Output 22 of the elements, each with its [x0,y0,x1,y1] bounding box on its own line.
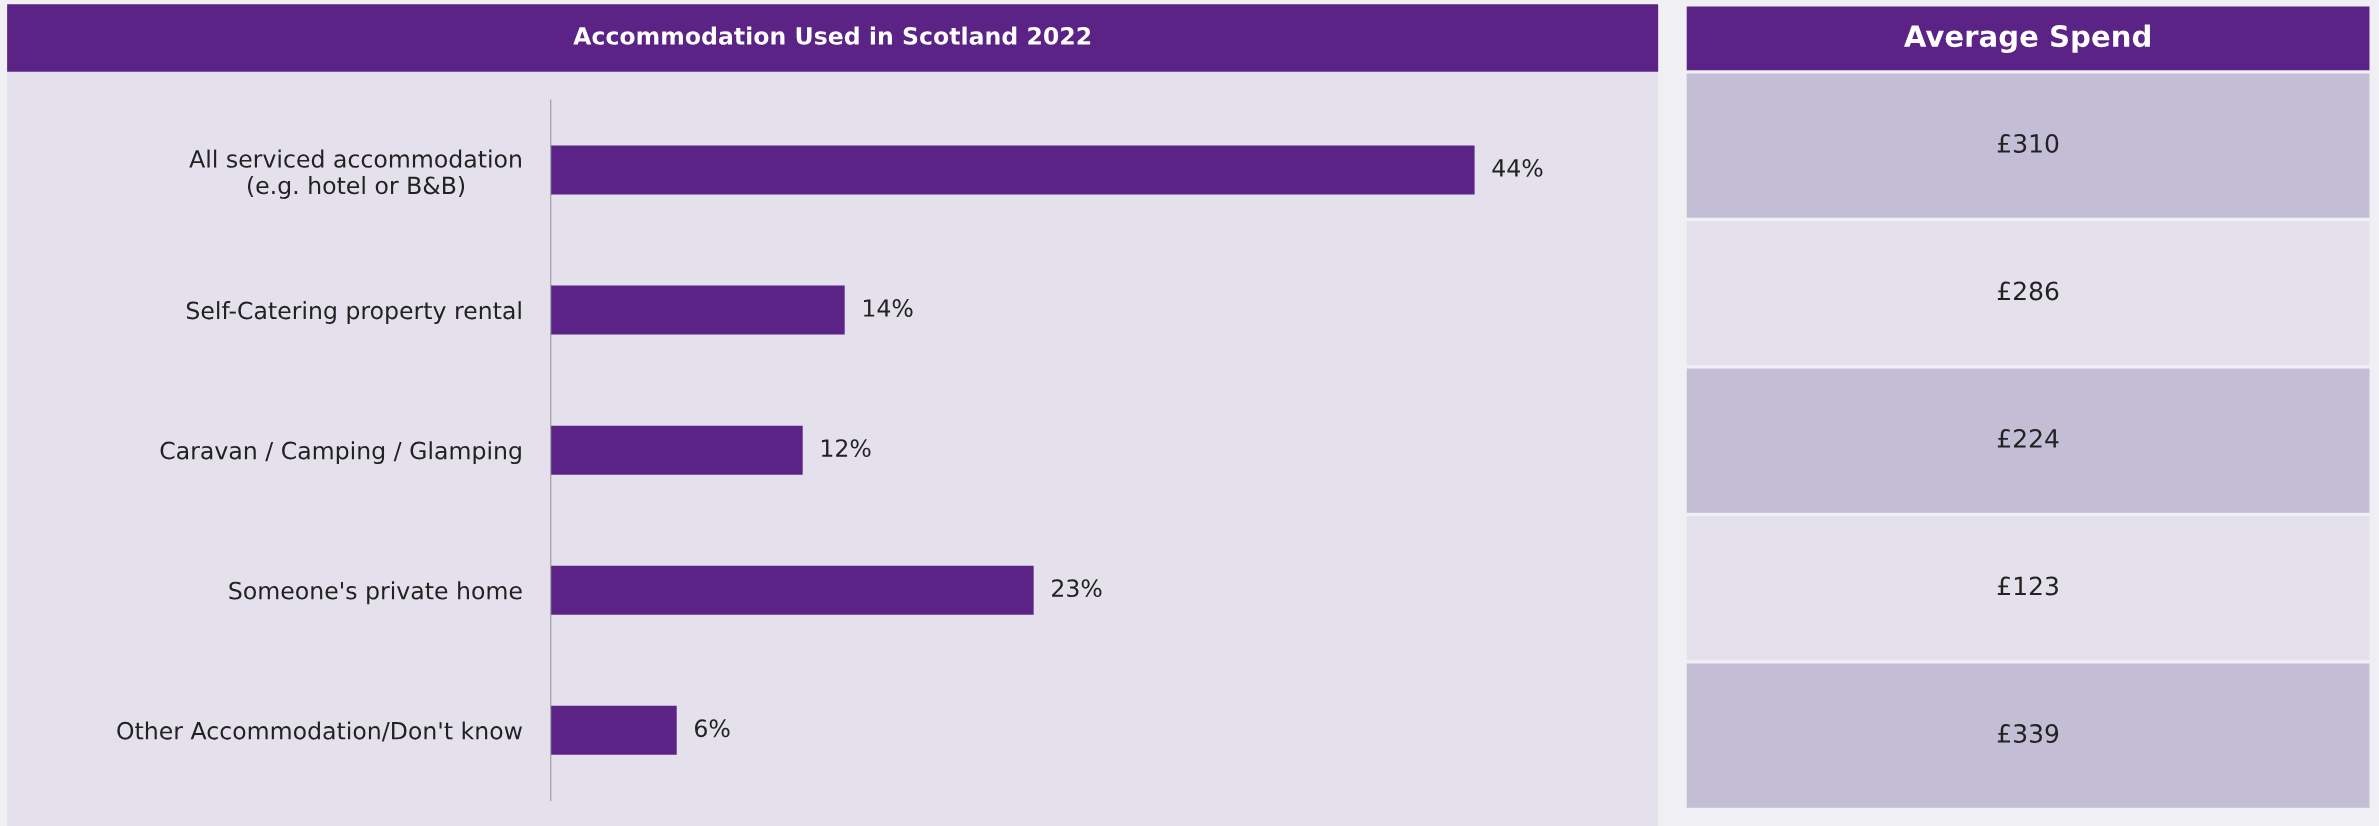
data-label: 23% [1052,579,1102,598]
data-label: 14% [863,299,913,317]
text: Average Spend [1903,24,2150,54]
text: £286 [1997,281,2059,301]
y-tick-label: Someone's private home [229,581,522,605]
data-label: 6% [695,719,730,738]
data-label: 12% [821,439,871,458]
chart-title: Accommodation Used in Scotland 2022 [573,26,1091,45]
y-tick-label: Self-Catering property rental [186,301,521,324]
bar [550,145,1475,195]
text: £224 [1997,429,2059,448]
bar [550,565,1034,615]
y-tick-label: Caravan / Camping / Glamping [160,441,521,465]
data-label: 44% [1492,158,1543,177]
y-tick-label: All serviced accommodation (e.g. hotel or B&B) [189,149,521,199]
bar [550,425,803,475]
bar [550,705,677,755]
y-tick-label: Other Accommodation/Don't know [117,721,522,742]
text: £310 [1997,133,2059,153]
text: £123 [1997,576,2058,596]
bar [550,285,845,335]
text: £339 [1997,724,2059,743]
